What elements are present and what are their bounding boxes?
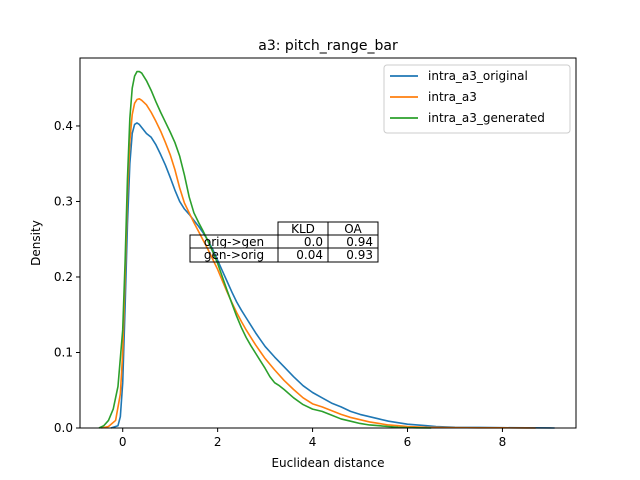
x-tick-label-4: 8 <box>499 435 507 449</box>
stats-table: KLD OA orig->gen 0.0 0.94 gen->orig 0.04 0.93 <box>189 221 379 263</box>
y-tick-label-4: 0.4 <box>54 119 73 133</box>
y-tick-label-1: 0.1 <box>54 345 73 359</box>
y-axis: 0.0 0.1 0.2 0.3 0.4 <box>54 119 80 435</box>
legend: intra_a3_original intra_a3 intra_a3_genera… <box>383 64 571 134</box>
y-tick-label-3: 0.3 <box>54 194 73 208</box>
y-axis-label: Density <box>29 220 43 266</box>
x-tick-label-2: 4 <box>309 435 317 449</box>
x-axis: 0 2 4 6 8 <box>119 428 506 449</box>
table-cell-0-0: 0.0 <box>304 235 323 249</box>
legend-box <box>383 64 571 134</box>
series-line-0 <box>110 122 555 429</box>
table-header-0: KLD <box>291 222 315 236</box>
legend-label-0: intra_a3_original <box>428 69 528 83</box>
table-cell-1-1: 0.93 <box>346 248 373 262</box>
plot-frame <box>79 57 577 429</box>
x-tick-label-1: 2 <box>214 435 222 449</box>
table-header-1: OA <box>344 222 362 236</box>
chart-title: a3: pitch_range_bar <box>258 38 398 54</box>
x-axis-label: Euclidean distance <box>271 456 384 470</box>
legend-label-1: intra_a3 <box>428 90 477 104</box>
series-layer <box>98 70 555 429</box>
y-tick-label-2: 0.2 <box>54 270 73 284</box>
table-cell-1-0: 0.04 <box>296 248 323 262</box>
series-line-2 <box>98 70 432 429</box>
table-row-label-1: gen->orig <box>204 248 264 262</box>
x-tick-label-3: 6 <box>404 435 412 449</box>
y-tick-label-0: 0.0 <box>54 421 73 435</box>
x-tick-label-0: 0 <box>119 435 127 449</box>
legend-label-2: intra_a3_generated <box>428 111 545 125</box>
table-row-label-0: orig->gen <box>204 235 264 249</box>
table-cell-0-1: 0.94 <box>346 235 373 249</box>
